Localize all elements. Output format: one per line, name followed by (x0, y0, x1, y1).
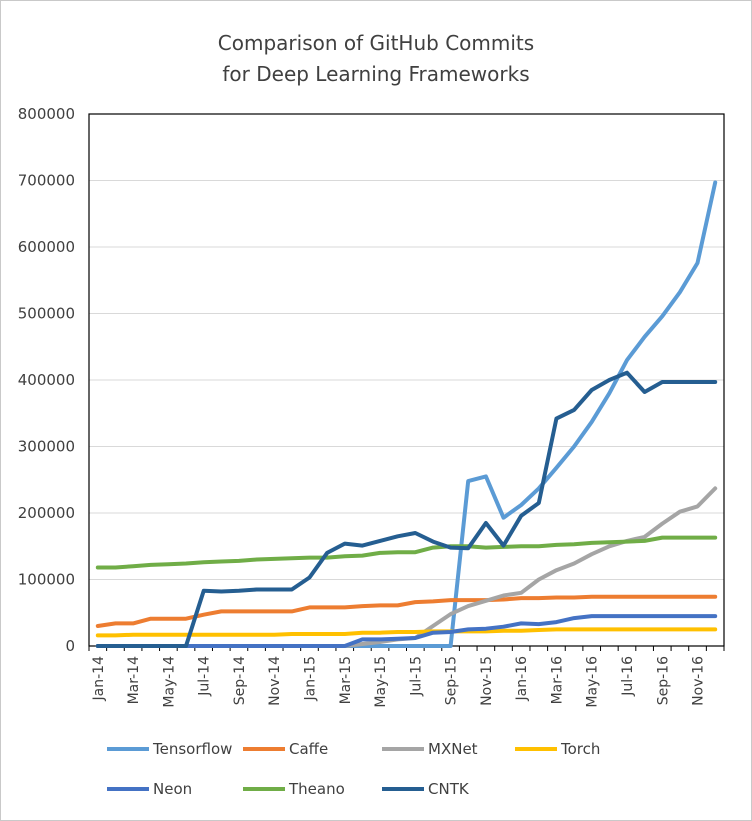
legend: Tensorflow Caffe MXNet Torch Neon Theano CNTK (107, 740, 600, 798)
x-tick-label: Sep-16 (655, 656, 671, 705)
legend-label-tensorflow: Tensorflow (152, 740, 232, 758)
legend-label-mxnet: MXNet (428, 740, 478, 758)
x-tick-label: Jul-15 (408, 656, 424, 697)
x-tick-label: Sep-14 (232, 656, 248, 705)
x-tick-label: Nov-15 (479, 656, 495, 706)
y-gridlines (89, 180, 724, 580)
series-line-torch (95, 627, 718, 638)
y-tick-label: 400000 (18, 371, 75, 389)
legend-label-caffe: Caffe (289, 740, 328, 758)
series-lines (95, 180, 718, 648)
x-tick-label: May-14 (161, 656, 177, 708)
y-tick-label: 0 (65, 637, 75, 655)
y-tick-label: 300000 (18, 438, 75, 456)
x-tick-label: Sep-15 (444, 656, 460, 705)
series-line-theano (95, 535, 718, 570)
x-tick-label: Nov-16 (691, 656, 707, 706)
x-tick-label: Jul-14 (197, 656, 213, 697)
x-tick-label: Mar-14 (126, 656, 142, 704)
x-tick-label: Mar-16 (549, 656, 565, 704)
y-tick-label: 800000 (18, 105, 75, 123)
x-tick-label: Nov-14 (267, 656, 283, 706)
y-tick-label: 600000 (18, 238, 75, 256)
series-line-cntk (95, 370, 718, 648)
x-tick-label: May-16 (585, 656, 601, 708)
x-tick-label: Jan-16 (514, 656, 530, 702)
legend-label-neon: Neon (153, 780, 192, 798)
legend-label-theano: Theano (288, 780, 345, 798)
series-line-tensorflow (95, 180, 718, 648)
x-axis-ticks: Jan-14 Mar-14 May-14 Jul-14 Sep-14 Nov-14 Jan-… (88, 646, 725, 708)
x-tick-label: Jan-14 (91, 656, 107, 702)
x-tick-label: May-15 (373, 656, 389, 708)
series-line-caffe (95, 594, 718, 628)
y-tick-label: 100000 (18, 571, 75, 589)
chart-title-line1: Comparison of GitHub Commits (217, 31, 535, 55)
x-tick-label: Mar-15 (338, 656, 354, 704)
legend-label-torch: Torch (560, 740, 600, 758)
y-tick-label: 200000 (18, 504, 75, 522)
y-tick-label: 700000 (18, 172, 75, 190)
legend-label-cntk: CNTK (428, 780, 470, 798)
y-tick-label: 500000 (18, 305, 75, 323)
series-line-neon (95, 614, 718, 648)
chart-title-line2: for Deep Learning Frameworks (222, 62, 530, 86)
x-tick-label: Jan-15 (302, 656, 318, 701)
x-tick-label: Jul-16 (620, 656, 636, 697)
y-axis-ticks: 0 100000 200000 300000 400000 500000 600000 700… (18, 105, 75, 655)
series-line-mxnet (95, 486, 718, 648)
